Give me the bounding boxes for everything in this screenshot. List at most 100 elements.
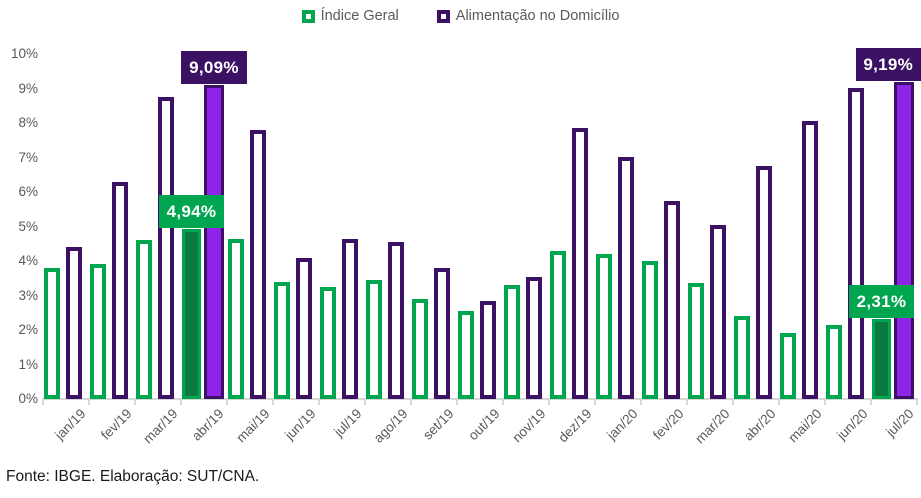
bar-indice-geral-nov-19 xyxy=(504,285,520,399)
x-axis-label-fev-19: fev/19 xyxy=(97,406,135,443)
bar-alimentacao-no-domicilio-jan-20 xyxy=(618,157,634,399)
bar-indice-geral-abr-19 xyxy=(182,229,201,399)
x-axis-label-mai-20: mai/20 xyxy=(785,406,825,446)
bar-indice-geral-jun-20 xyxy=(826,325,842,399)
bar-indice-geral-dez-19 xyxy=(550,251,566,399)
bar-indice-geral-abr-20 xyxy=(734,316,750,399)
axis-tick xyxy=(364,400,366,405)
axis-tick xyxy=(456,400,458,405)
axis-tick xyxy=(686,400,688,405)
bar-alimentacao-no-domicilio-mar-20 xyxy=(710,225,726,399)
axis-tick xyxy=(778,400,780,405)
x-axis-label-mar-20: mar/20 xyxy=(692,406,733,447)
axis-tick xyxy=(732,400,734,405)
y-axis-label: 0% xyxy=(18,391,38,406)
x-axis-label-out-19: out/19 xyxy=(465,406,503,444)
data-label-alimentacao-no-domicilio-abr-19: 9,09% xyxy=(181,51,247,84)
x-axis-label-jun-20: jun/20 xyxy=(833,406,871,443)
legend-marker-green-icon xyxy=(301,9,315,23)
bar-alimentacao-no-domicilio-abr-19 xyxy=(204,85,224,399)
y-axis-label: 5% xyxy=(18,218,38,234)
y-axis-label: 1% xyxy=(18,356,38,372)
x-axis-label-mai-19: mai/19 xyxy=(233,406,273,446)
axis-tick xyxy=(640,400,642,405)
x-axis-label-abr-20: abr/20 xyxy=(740,406,779,444)
x-axis-label-nov-19: nov/19 xyxy=(509,406,549,446)
bar-indice-geral-jan-19 xyxy=(44,268,60,399)
x-axis-line xyxy=(42,398,918,400)
legend-item-alimentacao-no-domicilio: Alimentação no Domicílio xyxy=(436,8,620,24)
x-axis-label-abr-19: abr/19 xyxy=(188,406,227,444)
bar-alimentacao-no-domicilio-set-19 xyxy=(434,268,450,399)
axis-tick xyxy=(42,400,44,405)
y-axis-label: 9% xyxy=(18,80,38,96)
bar-alimentacao-no-domicilio-ago-19 xyxy=(388,242,404,399)
bar-alimentacao-no-domicilio-dez-19 xyxy=(572,128,588,399)
bar-alimentacao-no-domicilio-fev-19 xyxy=(112,182,128,399)
legend-label: Índice Geral xyxy=(320,8,399,24)
axis-tick xyxy=(548,400,550,405)
bar-alimentacao-no-domicilio-mai-19 xyxy=(250,130,266,399)
bar-indice-geral-out-19 xyxy=(458,311,474,399)
axis-tick xyxy=(916,400,918,405)
y-axis-label: 2% xyxy=(18,322,38,337)
bar-alimentacao-no-domicilio-out-19 xyxy=(480,301,496,399)
bar-alimentacao-no-domicilio-mar-19 xyxy=(158,97,174,399)
y-axis-label: 3% xyxy=(18,287,38,303)
legend-marker-purple-icon xyxy=(436,9,450,23)
bar-indice-geral-fev-20 xyxy=(642,261,658,399)
data-label-indice-geral-abr-19: 4,94% xyxy=(158,195,225,228)
bar-indice-geral-jul-19 xyxy=(320,287,336,399)
bar-indice-geral-mai-19 xyxy=(228,239,244,399)
bar-alimentacao-no-domicilio-jul-20 xyxy=(894,82,914,399)
x-axis-label-ago-19: ago/19 xyxy=(370,406,411,446)
axis-tick xyxy=(318,400,320,405)
bar-alimentacao-no-domicilio-jul-19 xyxy=(342,239,358,399)
bar-alimentacao-no-domicilio-jun-20 xyxy=(848,88,864,399)
x-axis-label-mar-19: mar/19 xyxy=(140,406,181,447)
legend-label: Alimentação no Domicílio xyxy=(455,8,620,24)
source-note: Fonte: IBGE. Elaboração: SUT/CNA. xyxy=(6,468,260,485)
axis-tick xyxy=(594,400,596,405)
y-axis-label: 10% xyxy=(10,46,38,61)
y-axis-label: 8% xyxy=(18,115,38,130)
axis-tick xyxy=(88,400,90,405)
y-axis-label: 4% xyxy=(18,253,38,268)
axis-tick xyxy=(134,400,136,405)
bar-indice-geral-mar-20 xyxy=(688,283,704,399)
data-label-alimentacao-no-domicilio-jul-20: 9,19% xyxy=(855,48,921,81)
bar-indice-geral-fev-19 xyxy=(90,264,106,399)
axis-tick xyxy=(180,400,182,405)
axis-tick xyxy=(824,400,826,405)
bar-alimentacao-no-domicilio-nov-19 xyxy=(526,277,542,399)
y-axis-label: 7% xyxy=(18,149,38,165)
axis-tick xyxy=(502,400,504,405)
x-axis-label-jul-20: jul/20 xyxy=(883,406,917,440)
data-label-indice-geral-jul-20: 2,31% xyxy=(848,285,915,318)
x-axis-label-jun-19: jun/19 xyxy=(281,406,319,443)
legend-item-indice-geral: Índice Geral xyxy=(301,8,399,24)
bar-alimentacao-no-domicilio-abr-20 xyxy=(756,166,772,399)
bar-alimentacao-no-domicilio-mai-20 xyxy=(802,121,818,399)
bar-indice-geral-jan-20 xyxy=(596,254,612,399)
bar-alimentacao-no-domicilio-jun-19 xyxy=(296,258,312,399)
axis-tick xyxy=(870,400,872,405)
x-axis-label-jul-19: jul/19 xyxy=(331,406,365,440)
bar-indice-geral-mai-20 xyxy=(780,333,796,399)
x-axis-label-set-19: set/19 xyxy=(419,406,457,443)
bar-alimentacao-no-domicilio-fev-20 xyxy=(664,201,680,399)
bar-chart: 0% 1% 2% 3% 4% 5% 6% 7% 8% 9% 10% jan/19 fev/19 mar/1… xyxy=(10,46,921,447)
bar-indice-geral-mar-19 xyxy=(136,240,152,399)
x-axis-label-jan-20: jan/20 xyxy=(603,406,641,443)
bar-indice-geral-jul-20 xyxy=(872,319,891,399)
x-axis-label-jan-19: jan/19 xyxy=(51,406,89,443)
axis-tick xyxy=(226,400,228,405)
axis-tick xyxy=(272,400,274,405)
bar-alimentacao-no-domicilio-jan-19 xyxy=(66,247,82,399)
y-axis-label: 6% xyxy=(18,184,38,199)
bar-indice-geral-set-19 xyxy=(412,299,428,399)
axis-tick xyxy=(410,400,412,405)
chart-legend: Índice Geral Alimentação no Domicílio xyxy=(0,8,921,24)
bar-indice-geral-jun-19 xyxy=(274,282,290,399)
